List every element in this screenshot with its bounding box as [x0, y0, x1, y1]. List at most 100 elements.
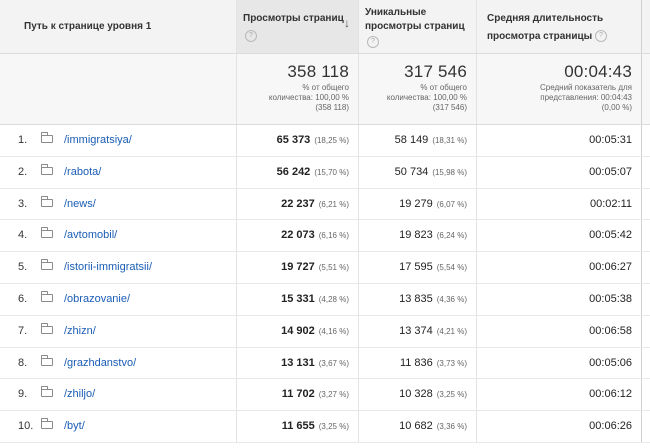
pageviews-percent: (3,67 %) [318, 358, 349, 368]
unique-percent: (6,24 %) [436, 231, 467, 241]
duration-value: 00:06:58 [589, 324, 632, 337]
pageviews-value: 19 727 [281, 261, 315, 274]
extra-column-cell [641, 220, 650, 252]
duration-value: 00:06:12 [589, 388, 632, 401]
note-line: % от общего [420, 83, 467, 92]
page-path-link[interactable]: /grazhdanstvo/ [64, 356, 137, 369]
duration-value: 00:05:06 [589, 356, 632, 369]
table-row: 2. /rabota/ 56 242 (15,70 %) 50 734 (15,98… [0, 156, 650, 189]
folder-icon[interactable] [41, 418, 53, 430]
unique-percent: (4,36 %) [436, 295, 467, 304]
pageviews-percent: (4,28 %) [318, 295, 349, 304]
pageviews-value-group: 65 373 (18,25 %) [277, 125, 349, 156]
unique-value-group: 13 374 (4,21 %) [399, 316, 467, 347]
table-row: 5. /istorii-immigratsii/ 19 727 (5,51 %) … [0, 252, 650, 284]
header-unique-line1: Уникальные [365, 7, 427, 18]
row-number: 10. [18, 420, 34, 433]
unique-value-group: 10 682 (3,36 %) [399, 411, 467, 442]
page-path-link[interactable]: /zhiljo/ [64, 388, 96, 401]
pageviews-cell: 22 073 (6,16 %) [236, 220, 358, 252]
unique-percent: (15,98 %) [432, 167, 467, 177]
pageviews-value-group: 14 902 (4,16 %) [281, 316, 349, 347]
row-number: 1. [18, 134, 28, 146]
note-line: количества: 100,00 % [268, 93, 349, 102]
header-path-label: Путь к странице уровня 1 [24, 21, 152, 32]
folder-icon[interactable] [41, 132, 53, 143]
folder-icon[interactable] [41, 291, 53, 302]
note-line: (317 546) [432, 103, 467, 112]
header-pageviews[interactable]: Просмотры страниц ? ↓ [236, 0, 358, 53]
header-path[interactable]: Путь к странице уровня 1 [0, 0, 236, 53]
unique-value: 17 595 [399, 261, 433, 274]
duration-cell: 00:06:58 [476, 315, 641, 347]
unique-percent: (6,07 %) [436, 199, 467, 209]
pageviews-value: 22 237 [281, 197, 315, 210]
table-row: 8. /grazhdanstvo/ 13 131 (3,67 %) 11 836(… [0, 347, 650, 380]
path-cell: 10. /byt/ [0, 411, 236, 442]
folder-icon[interactable] [41, 195, 53, 207]
row-number: 3. [18, 197, 28, 210]
unique-value-group: 13 835 (4,36 %) [399, 284, 467, 315]
path-cell: 4. /avtomobil/ [0, 220, 236, 251]
page-path-link[interactable]: /byt/ [64, 420, 85, 433]
unique-percent: (18,31 %) [432, 136, 467, 145]
pageviews-percent: (3,25 %) [318, 422, 349, 432]
page-path-link[interactable]: /istorii-immigratsii/ [64, 261, 152, 274]
unique-value-group: 11 836 (3,73 %) [400, 348, 467, 379]
help-icon[interactable]: ? [245, 30, 257, 42]
header-extra-column [641, 0, 650, 53]
unique-value-group: 58 149 (18,31 %) [395, 125, 467, 156]
page-path-link[interactable]: /zhizn/ [64, 324, 96, 337]
unique-value-group: 19 279 (6,07 %) [399, 189, 467, 220]
header-unique[interactable]: Уникальные просмотры страниц ? [358, 0, 476, 53]
row-number: 7. [18, 324, 28, 337]
table-row: 7. /zhizn/ 14 902 (4,16 %) 13 374 (4,21 %)… [0, 315, 650, 348]
folder-icon[interactable] [41, 322, 53, 334]
page-path-link[interactable]: /avtomobil/ [64, 229, 118, 242]
unique-percent: (3,36 %) [436, 422, 467, 432]
table-row: 1. /immigratsiya/ 65 373 (18,25 %) 58 149… [0, 125, 650, 157]
row-number: 4. [18, 229, 28, 242]
pageviews-value: 13 131 [281, 356, 315, 369]
header-duration-line2: просмотра страницы [487, 31, 593, 42]
pageviews-cell: 65 373 (18,25 %) [236, 125, 358, 156]
unique-cell: 19 823 (6,24 %) [358, 220, 476, 252]
pageviews-value-group: 13 131 (3,67 %) [281, 348, 349, 379]
unique-value: 10 682 [399, 420, 433, 433]
pageviews-cell: 19 727 (5,51 %) [236, 252, 358, 283]
pageviews-value-group: 22 237 (6,21 %) [281, 189, 349, 220]
pageviews-cell: 13 131 (3,67 %) [236, 347, 358, 379]
page-path-link[interactable]: /immigratsiya/ [64, 134, 132, 146]
row-number: 8. [18, 356, 28, 369]
pageviews-value-group: 11 655 (3,25 %) [282, 411, 349, 442]
duration-value: 00:05:42 [589, 229, 632, 242]
folder-icon[interactable] [41, 354, 53, 366]
unique-cell: 58 149 (18,31 %) [358, 125, 476, 156]
unique-percent: (3,25 %) [436, 390, 467, 400]
help-icon[interactable]: ? [367, 36, 379, 48]
page-path-link[interactable]: /news/ [64, 197, 96, 210]
duration-value: 00:06:26 [589, 420, 632, 433]
pageviews-percent: (3,27 %) [318, 390, 349, 400]
page-path-link[interactable]: /obrazovanie/ [64, 293, 131, 305]
totals-pageviews-note: % от общего количества: 100,00 % (358 11… [269, 83, 349, 113]
pageviews-cell: 14 902 (4,16 %) [236, 315, 358, 347]
folder-icon[interactable] [41, 163, 53, 175]
unique-value: 58 149 [394, 134, 429, 146]
sort-down-icon[interactable]: ↓ [344, 16, 350, 30]
unique-value: 19 279 [399, 197, 433, 210]
unique-value: 11 836 [399, 356, 433, 369]
extra-column-cell [641, 156, 650, 188]
duration-cell: 00:05:06 [476, 347, 641, 379]
totals-unique-note: % от общего количества: 100,00 % (317 54… [387, 83, 467, 113]
folder-icon[interactable] [41, 227, 53, 239]
page-path-link[interactable]: /rabota/ [64, 165, 102, 178]
help-icon[interactable]: ? [594, 30, 607, 43]
header-duration[interactable]: Средняя длительность просмотра страницы … [476, 0, 641, 53]
table-header: Путь к странице уровня 1 Просмотры стран… [0, 0, 650, 54]
folder-icon[interactable] [41, 386, 53, 398]
pageviews-value-group: 19 727 (5,51 %) [281, 252, 349, 283]
folder-icon[interactable] [41, 259, 53, 271]
totals-pageviews-value: 358 118 [287, 62, 349, 81]
pageviews-cell: 11 702 (3,27 %) [236, 379, 358, 411]
